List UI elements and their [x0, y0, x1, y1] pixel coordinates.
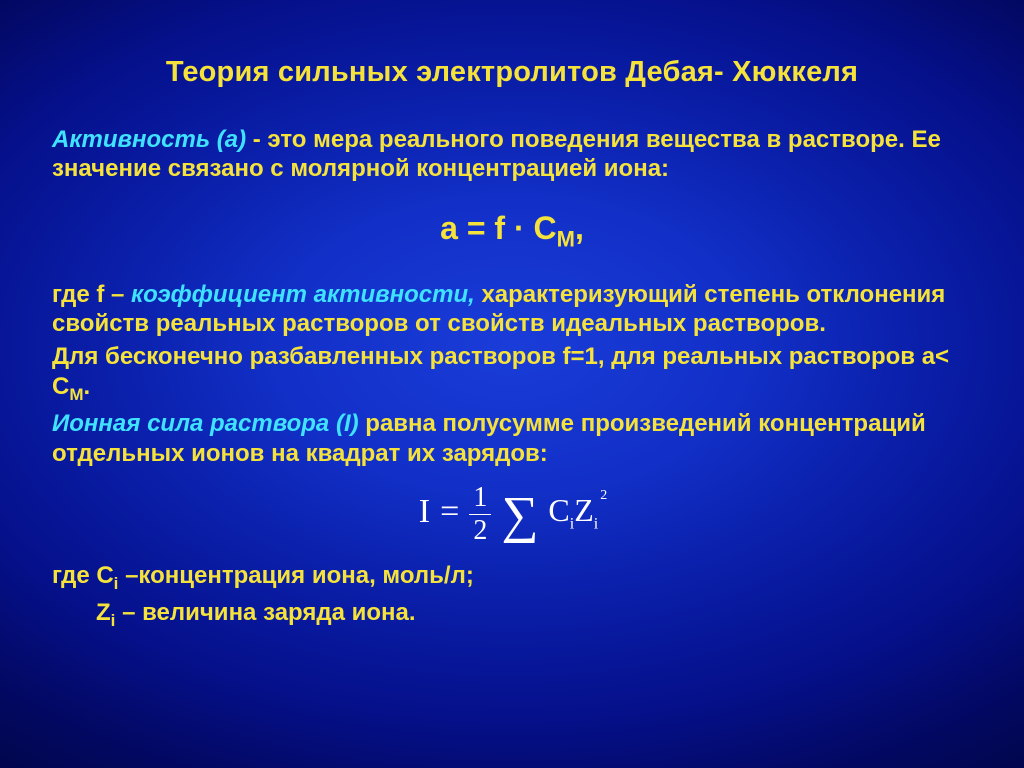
eq-equals: =: [440, 493, 459, 531]
activity-definition: Активность (а) - это мера реального пове…: [52, 125, 972, 184]
zi-rest: – величина заряда иона.: [115, 599, 415, 626]
dilute-tail: .: [84, 373, 91, 400]
dilute-text: Для бесконечно разбавленных растворов f=…: [52, 343, 949, 399]
term-coefficient: коэффициент активности,: [131, 281, 475, 308]
where-ci: где Сi –концентрация иона, моль/л;: [52, 561, 972, 595]
eq-fraction: 1 2: [469, 484, 491, 545]
eq-sigma: ∑: [501, 493, 538, 540]
slide-title: Теория сильных электролитов Дебая- Хюкке…: [52, 56, 972, 89]
where-zi: Zi – величина заряда иона.: [52, 598, 972, 632]
activity-formula: a = f · CМ,: [52, 210, 972, 252]
eq-denominator: 2: [469, 514, 491, 545]
eq-exp: 2: [600, 488, 607, 503]
dilute-sub: М: [69, 385, 83, 404]
ionic-strength-definition: Ионная сила раствора (I) равна полусумме…: [52, 409, 972, 468]
eq-I: I: [419, 493, 430, 531]
eq-numerator: 1: [469, 484, 491, 514]
ionic-strength-formula: I = 1 2 ∑ CiZi2: [52, 482, 972, 543]
eq-terms: CiZi2: [548, 492, 605, 533]
coeff-lead: где f –: [52, 281, 131, 308]
slide: Теория сильных электролитов Дебая- Хюкке…: [0, 0, 1024, 768]
zi-lead: Z: [96, 599, 111, 626]
dilute-solutions-text: Для бесконечно разбавленных растворов f=…: [52, 342, 972, 405]
ci-rest: –концентрация иона, моль/л;: [118, 562, 473, 589]
eq-Z: Z: [574, 492, 594, 528]
eq-Zi: i: [594, 515, 598, 532]
formula-tail: ,: [575, 210, 584, 246]
coefficient-definition: где f – коэффициент активности, характер…: [52, 280, 972, 339]
formula-sub: М: [557, 226, 575, 251]
term-activity: Активность (а): [52, 126, 246, 153]
formula-lhs: a = f · C: [440, 210, 556, 246]
term-ionic-strength: Ионная сила раствора (I): [52, 410, 359, 437]
eq-C: C: [548, 492, 569, 528]
ci-lead: где С: [52, 562, 114, 589]
